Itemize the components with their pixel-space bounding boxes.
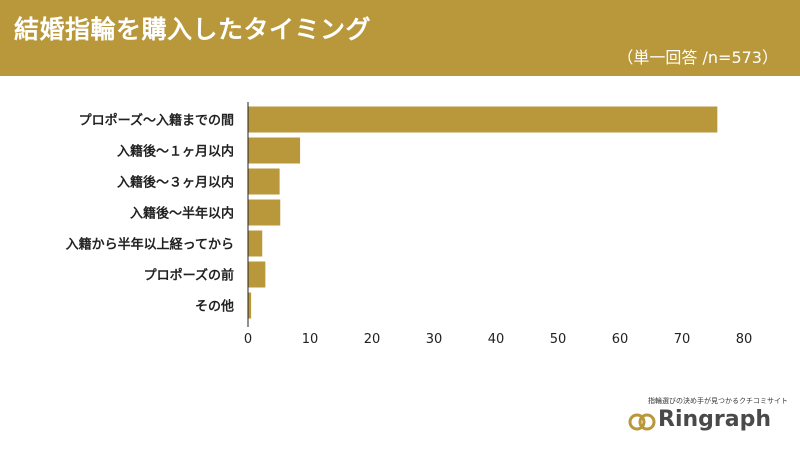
x-tick-label: 20	[364, 332, 381, 347]
bar	[248, 261, 266, 288]
double-ring-logo-icon	[628, 413, 656, 431]
bar	[248, 168, 280, 195]
x-tick-label: 10	[302, 332, 319, 347]
category-label: 入籍後〜半年以内	[130, 206, 234, 222]
x-tick-label: 0	[244, 332, 252, 347]
x-tick-label: 80	[736, 332, 753, 347]
category-label: 入籍後〜１ヶ月以内	[117, 144, 234, 160]
chart-subtitle: （単一回答 /n=573）	[617, 48, 778, 67]
category-label: プロポーズ〜入籍までの間	[79, 113, 234, 129]
category-label: 入籍から半年以上経ってから	[66, 237, 234, 253]
bar	[248, 106, 718, 133]
bar	[248, 230, 263, 257]
x-tick-label: 70	[674, 332, 691, 347]
category-label: その他	[195, 299, 234, 315]
x-tick-label: 50	[550, 332, 567, 347]
x-tick-label: 60	[612, 332, 629, 347]
bar	[248, 292, 252, 319]
category-label: 入籍後〜３ヶ月以内	[117, 175, 234, 191]
chart-title: 結婚指輪を購入したタイミング	[14, 15, 372, 44]
title-banner: 結婚指輪を購入したタイミング （単一回答 /n=573）	[0, 0, 800, 76]
brand-tagline: 指輪選びの決め手が見つかるクチコミサイト	[648, 397, 788, 405]
bar	[248, 199, 281, 226]
brand-name: Ringraph	[658, 407, 771, 432]
x-tick-label: 40	[488, 332, 505, 347]
category-label: プロポーズの前	[144, 268, 234, 284]
bar	[248, 137, 301, 164]
x-tick-label: 30	[426, 332, 443, 347]
